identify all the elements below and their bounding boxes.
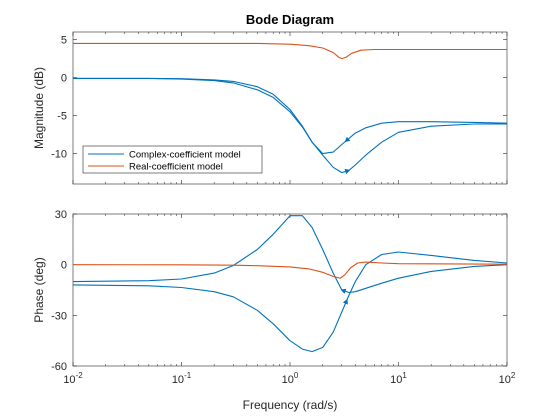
x-tick-label-base: 10 bbox=[172, 374, 184, 386]
legend-entry-real: Real-coefficient model bbox=[129, 162, 223, 173]
magnitude-panel: 5 0 -5 -10 Magnitude (dB) Complex-coefficie… bbox=[32, 31, 508, 185]
x-tick-label-exponent: 0 bbox=[294, 371, 299, 380]
magnitude-direction-arrow bbox=[344, 136, 351, 142]
x-tick-label-exponent: 2 bbox=[511, 371, 516, 380]
magnitude-ytick-label: 5 bbox=[61, 35, 67, 47]
phase-y-label: Phase (deg) bbox=[32, 257, 46, 322]
x-tick-label-base: 10 bbox=[390, 374, 402, 386]
phase-lines bbox=[72, 215, 508, 353]
magnitude-ytick-label: -5 bbox=[57, 111, 67, 123]
magnitude-direction-arrow bbox=[344, 168, 351, 175]
x-tick-label-exponent: -2 bbox=[76, 371, 84, 380]
phase-ytick-label: -60 bbox=[51, 361, 67, 373]
magnitude-series-line bbox=[73, 42, 507, 60]
legend: Complex-coefficient model Real-coefficie… bbox=[82, 145, 263, 174]
x-tick-label: 100 bbox=[282, 371, 299, 386]
magnitude-y-label: Magnitude (dB) bbox=[32, 67, 46, 149]
x-axis-label: Frequency (rad/s) bbox=[243, 398, 338, 412]
x-tick-label-base: 10 bbox=[63, 374, 75, 386]
magnitude-ticks: 5 0 -5 -10 bbox=[51, 32, 508, 184]
phase-direction-arrow bbox=[340, 288, 347, 294]
phase-axes-box bbox=[72, 213, 508, 367]
magnitude-series-line bbox=[73, 77, 507, 174]
phase-series-line bbox=[72, 251, 508, 353]
phase-series-line bbox=[72, 215, 508, 294]
x-tick-label-exponent: -1 bbox=[184, 371, 192, 380]
legend-entry-complex: Complex-coefficient model bbox=[129, 150, 241, 161]
legend-box bbox=[82, 145, 263, 174]
phase-ytick-label: -30 bbox=[51, 310, 67, 322]
magnitude-ytick-label: 0 bbox=[61, 73, 67, 85]
x-tick-label-base: 10 bbox=[282, 374, 294, 386]
phase-direction-arrow bbox=[342, 298, 348, 305]
magnitude-series-line bbox=[73, 77, 508, 155]
phase-ticks: 30 0 -30 -60 bbox=[51, 209, 508, 373]
x-tick-label-exponent: 1 bbox=[402, 371, 407, 380]
x-tick-label: 102 bbox=[499, 371, 516, 386]
phase-ytick-label: 0 bbox=[61, 260, 67, 272]
x-tick-label-base: 10 bbox=[499, 374, 511, 386]
phase-series-line bbox=[72, 261, 508, 279]
x-tick-label: 10-1 bbox=[172, 371, 192, 386]
x-tick-label: 101 bbox=[390, 371, 407, 386]
x-tick-labels: 10-2 10-1 100 101 102 bbox=[63, 371, 516, 386]
chart-title: Bode Diagram bbox=[246, 12, 334, 27]
phase-panel: 30 0 -30 -60 Phase (deg) bbox=[32, 209, 508, 373]
magnitude-ytick-label: -10 bbox=[51, 149, 67, 161]
phase-ytick-label: 30 bbox=[55, 209, 67, 221]
x-tick-label: 10-2 bbox=[63, 371, 83, 386]
magnitude-lines bbox=[73, 42, 508, 175]
